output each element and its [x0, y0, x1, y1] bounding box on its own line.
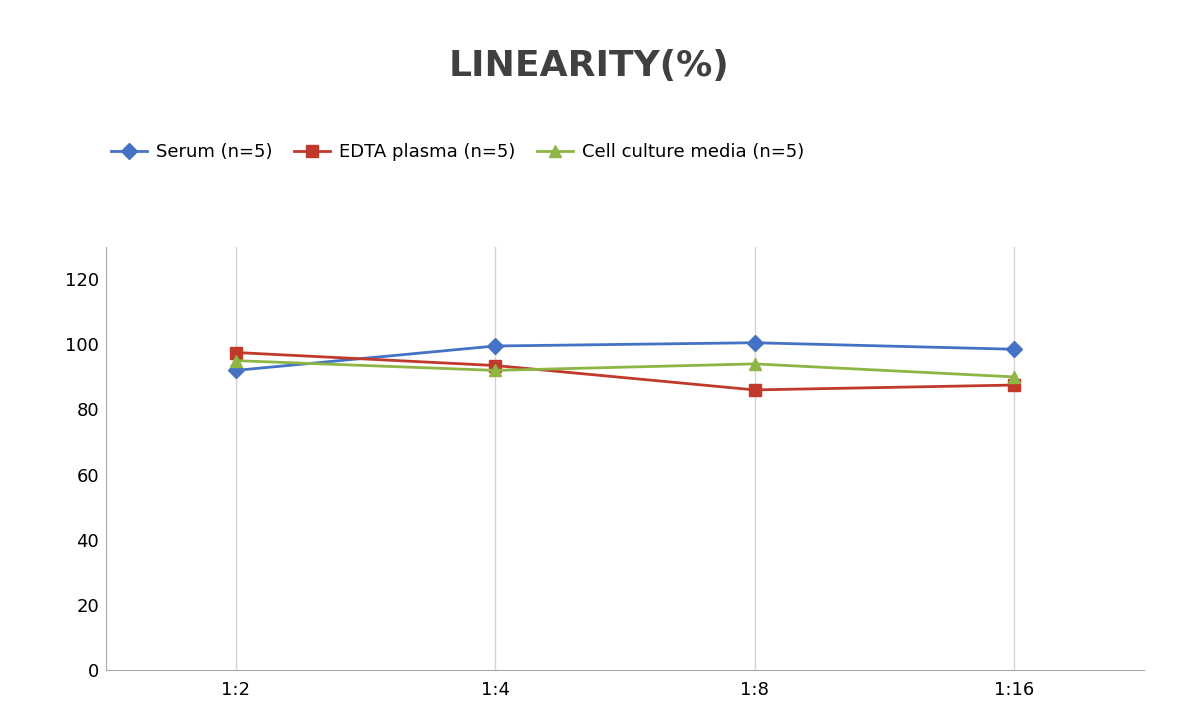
- Serum (n=5): [747, 338, 762, 347]
- Cell culture media (n=5): [747, 360, 762, 368]
- Text: LINEARITY(%): LINEARITY(%): [449, 49, 730, 83]
- EDTA plasma (n=5): [747, 386, 762, 394]
- Serum (n=5): [229, 366, 243, 374]
- EDTA plasma (n=5): [1007, 381, 1021, 389]
- Line: Serum (n=5): Serum (n=5): [230, 337, 1020, 376]
- Cell culture media (n=5): [1007, 373, 1021, 381]
- Cell culture media (n=5): [229, 357, 243, 365]
- Serum (n=5): [1007, 345, 1021, 353]
- Cell culture media (n=5): [488, 366, 502, 374]
- EDTA plasma (n=5): [229, 348, 243, 357]
- Legend: Serum (n=5), EDTA plasma (n=5), Cell culture media (n=5): Serum (n=5), EDTA plasma (n=5), Cell cul…: [104, 136, 811, 168]
- Line: EDTA plasma (n=5): EDTA plasma (n=5): [230, 347, 1020, 396]
- Serum (n=5): [488, 342, 502, 350]
- Line: Cell culture media (n=5): Cell culture media (n=5): [230, 355, 1020, 382]
- EDTA plasma (n=5): [488, 361, 502, 369]
